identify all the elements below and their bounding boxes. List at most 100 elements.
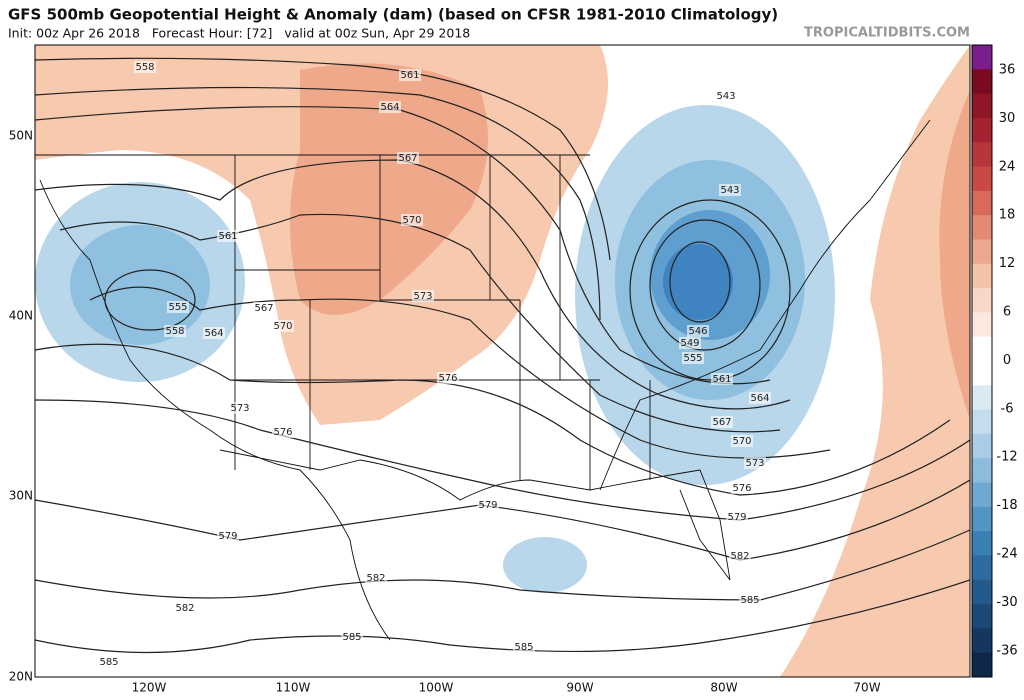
colorbar-label: 6: [1003, 305, 1011, 320]
contour-label: 555: [168, 302, 187, 313]
contour-label-bg: [726, 511, 748, 523]
contour-label: 579: [478, 500, 497, 511]
contour-label-bg: [401, 214, 423, 226]
contour-label: 543: [716, 91, 735, 102]
contour-label: 570: [273, 321, 292, 332]
warm-anomaly-east-core: [939, 90, 970, 420]
contour-label-bg: [217, 530, 239, 542]
cold-anomaly-east-center: [663, 244, 733, 320]
colorbar-segment: [972, 604, 992, 629]
contour-label-bg: [253, 302, 275, 314]
lon-label: 120W: [132, 681, 167, 695]
colorbar-label: -18: [996, 498, 1017, 513]
contour-label: 579: [727, 512, 746, 523]
warm-anomaly-east: [780, 45, 970, 677]
contour-label: 555: [683, 353, 702, 364]
colorbar-segment: [972, 336, 992, 362]
contour-label: 561: [218, 231, 237, 242]
lat-label: 30N: [9, 489, 33, 503]
contour-label-bg: [174, 602, 196, 614]
colorbar-segment: [972, 433, 992, 459]
contour-label: 576: [732, 483, 751, 494]
colorbar-label: -36: [996, 643, 1017, 658]
axis-labels: 50N 40N 30N 20N 120W 110W 100W 90W 80W 70W: [9, 129, 881, 695]
colorbar-segment: [972, 93, 992, 119]
contour-label: 585: [740, 595, 759, 606]
lon-label: 80W: [710, 681, 737, 695]
contour-label: 570: [402, 215, 421, 226]
contour-label-bg: [715, 90, 737, 102]
contour-label: 564: [750, 393, 769, 404]
colorbar-label: -24: [996, 547, 1017, 562]
colorbar-label: 24: [999, 159, 1016, 174]
contour-label: 579: [218, 531, 237, 542]
colorbar-segment: [972, 69, 992, 95]
contour-label-bg: [365, 572, 387, 584]
map-area: 5585615645675705735765795825855855855825…: [35, 45, 970, 677]
cold-anomaly-west-core: [70, 225, 210, 345]
contour-label-bg: [134, 61, 156, 73]
contour-label: 558: [135, 62, 154, 73]
colorbar-label: 18: [999, 208, 1016, 223]
credit: TROPICALTIDBITS.COM: [804, 26, 970, 41]
colorbar-segment: [972, 482, 992, 508]
colorbar-segment: [972, 506, 992, 532]
contour-label: 564: [380, 102, 399, 113]
colorbar-label: 30: [999, 111, 1016, 126]
lon-label: 70W: [853, 681, 880, 695]
contour-label: 573: [413, 291, 432, 302]
contour-label: 573: [230, 403, 249, 414]
warm-anomaly-core: [290, 63, 488, 316]
contour-label-bg: [98, 656, 120, 668]
contour-label: 582: [730, 551, 749, 562]
colorbar-label: -6: [1001, 401, 1014, 416]
colorbar-segment: [972, 652, 992, 678]
contour-label-bg: [272, 426, 294, 438]
colorbar-segment: [972, 263, 992, 289]
contour-label: 558: [165, 326, 184, 337]
contour-label-bg: [217, 230, 239, 242]
contour-label: 561: [400, 70, 419, 81]
colorbar-segment: [972, 142, 992, 168]
lon-label: 90W: [566, 681, 593, 695]
lat-label: 20N: [9, 670, 33, 684]
contour-label-bg: [397, 152, 419, 164]
contour-label: 561: [712, 374, 731, 385]
colorbar-label: -30: [996, 595, 1017, 610]
colorbar-segment: [972, 361, 992, 386]
contour-label: 573: [745, 458, 764, 469]
colorbar-segment: [972, 579, 992, 605]
contour-label-bg: [272, 320, 294, 332]
contour-label-bg: [399, 69, 421, 81]
contour-label: 585: [342, 632, 361, 643]
contour-label: 576: [273, 427, 292, 438]
contour-label-bg: [203, 327, 225, 339]
colorbar-segment: [972, 166, 992, 192]
colorbar-label: -12: [996, 450, 1017, 465]
contour-label-bg: [731, 482, 753, 494]
contour-label: 549: [680, 338, 699, 349]
contour-label: 570: [732, 436, 751, 447]
borders: [35, 119, 931, 641]
contour-label-bg: [379, 101, 401, 113]
contour-label-bg: [739, 594, 761, 606]
colorbar-segment: [972, 288, 992, 313]
lat-label: 40N: [9, 309, 33, 323]
title: GFS 500mb Geopotential Height & Anomaly …: [8, 6, 778, 24]
colorbar-segment: [972, 239, 992, 265]
colorbar: 36 30 24 18 12 6 0 -6 -12 -18 -24 -30 -36: [971, 44, 1018, 678]
colorbar-segment: [972, 45, 992, 70]
contour-label: 582: [175, 603, 194, 614]
colorbar-segment: [972, 312, 992, 338]
colorbar-segment: [972, 190, 992, 216]
contour-label-bg: [687, 325, 709, 337]
subtitle: Init: 00z Apr 26 2018 Forecast Hour: [72…: [8, 26, 470, 41]
contour-labels: 5585615645675705735765795825855855855825…: [98, 61, 771, 668]
colorbar-segment: [972, 555, 992, 581]
contour-label-bg: [719, 184, 741, 196]
colorbar-label: 0: [1003, 353, 1011, 368]
contour-label: 567: [254, 303, 273, 314]
colorbar-segment: [972, 531, 992, 556]
lat-label: 50N: [9, 129, 33, 143]
